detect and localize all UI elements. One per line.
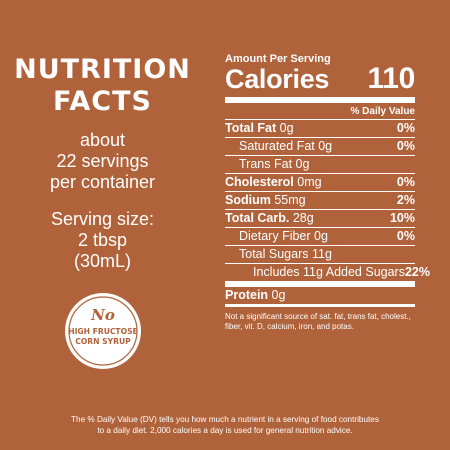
nutrient-amount: 28g xyxy=(292,211,314,225)
amount-per-serving: Amount Per Serving xyxy=(225,53,331,65)
nutrient-label: Total Fat xyxy=(225,121,277,135)
nutrient-percent: 0% xyxy=(396,139,415,153)
nutrient-amount: 0mg xyxy=(297,175,322,189)
nutrient-row-trans-fat: Trans Fat 0g xyxy=(225,155,415,173)
calories-label: Calories xyxy=(225,64,330,94)
nutrient-label: Total Sugars xyxy=(239,247,309,261)
nutrient-label: Dietary Fiber xyxy=(239,229,311,243)
nutrient-label: Cholesterol xyxy=(225,175,294,189)
calories-row: Calories 110 xyxy=(225,62,416,95)
daily-value-footnote: The % Daily Value (DV) tells you how muc… xyxy=(20,414,430,436)
nutrient-label: Includes 11g Added Sugars xyxy=(253,265,405,279)
serving-size-line-2: 2 tbsp xyxy=(77,230,128,250)
nutrient-row-added-sugars: Includes 11g Added Sugars 22% xyxy=(225,263,430,281)
serving-size-line-1: Serving size: xyxy=(50,209,155,229)
footnote-line-2: to a daily diet. 2,000 calories a day is… xyxy=(97,426,353,435)
nutrient-amount: 55mg xyxy=(274,193,306,207)
insignificant-sources-note: Not a significant source of sat. fat, tr… xyxy=(225,312,411,331)
badge-bottom-text: CORN SYRUP xyxy=(75,337,131,346)
servings-per-container: about 22 servings per container xyxy=(0,130,205,193)
nutrient-amount: 0g xyxy=(279,121,294,135)
nutrient-label: Saturated Fat xyxy=(239,139,315,153)
nutrient-percent: 2% xyxy=(396,193,415,207)
nutrient-row-dietary-fiber: Dietary Fiber 0g 0% xyxy=(225,227,415,245)
nutrient-percent: 10% xyxy=(389,211,415,225)
nutrient-percent: 0% xyxy=(396,229,415,243)
nutrient-label: Protein xyxy=(225,288,269,302)
nutrient-amount: 11g xyxy=(311,247,332,261)
servings-line-3: per container xyxy=(49,172,156,192)
nutrient-percent: 22% xyxy=(404,265,430,279)
serving-size-line-3: (30mL) xyxy=(73,251,131,271)
nutrient-row-total-fat: Total Fat 0g 0% xyxy=(225,119,415,137)
calories-value: 110 xyxy=(367,62,416,95)
calories-divider xyxy=(225,97,415,103)
nutrient-row-total-sugars: Total Sugars 11g xyxy=(225,245,415,263)
nutrient-amount: 0g xyxy=(318,139,333,153)
servings-line-1: about xyxy=(79,130,126,150)
servings-line-2: 22 servings xyxy=(56,151,149,171)
footnote-divider xyxy=(225,304,415,307)
nutrient-row-saturated-fat: Saturated Fat 0g 0% xyxy=(225,137,415,155)
nutrient-amount: 0g xyxy=(271,288,286,302)
nutrient-label: Total Carb. xyxy=(225,211,290,225)
protein-divider xyxy=(225,281,415,287)
heading-line-2: FACTS xyxy=(53,86,152,117)
nutrient-percent: 0% xyxy=(396,175,415,189)
nutrient-row-protein: Protein 0g xyxy=(225,287,415,304)
nutrient-row-cholesterol: Cholesterol 0mg 0% xyxy=(225,173,415,191)
nutrient-row-total-carb: Total Carb. 28g 10% xyxy=(225,209,415,227)
nutrient-percent: 0% xyxy=(396,121,415,135)
nutrient-row-sodium: Sodium 55mg 2% xyxy=(225,191,415,209)
nutrient-label: Sodium xyxy=(225,193,271,207)
badge-middle-text: HIGH FRUCTOSE xyxy=(68,327,137,336)
daily-value-header: % Daily Value xyxy=(350,106,415,117)
nutrient-amount: Fat 0g xyxy=(273,157,310,171)
nutrition-panel: Amount Per Serving Calories 110 % Daily … xyxy=(225,53,430,332)
nutrition-facts-heading: NUTRITION FACTS xyxy=(0,54,205,118)
footnote-line-1: The % Daily Value (DV) tells you how muc… xyxy=(71,415,379,424)
badge-top-text: No xyxy=(90,306,115,324)
nutrient-amount: 0g xyxy=(314,229,328,243)
heading-line-1: NUTRITION xyxy=(14,54,191,85)
nutrient-label: Trans xyxy=(239,157,271,171)
serving-size: Serving size: 2 tbsp (30mL) xyxy=(0,209,205,272)
no-hfcs-badge-icon: No HIGH FRUCTOSE CORN SYRUP xyxy=(65,293,141,369)
